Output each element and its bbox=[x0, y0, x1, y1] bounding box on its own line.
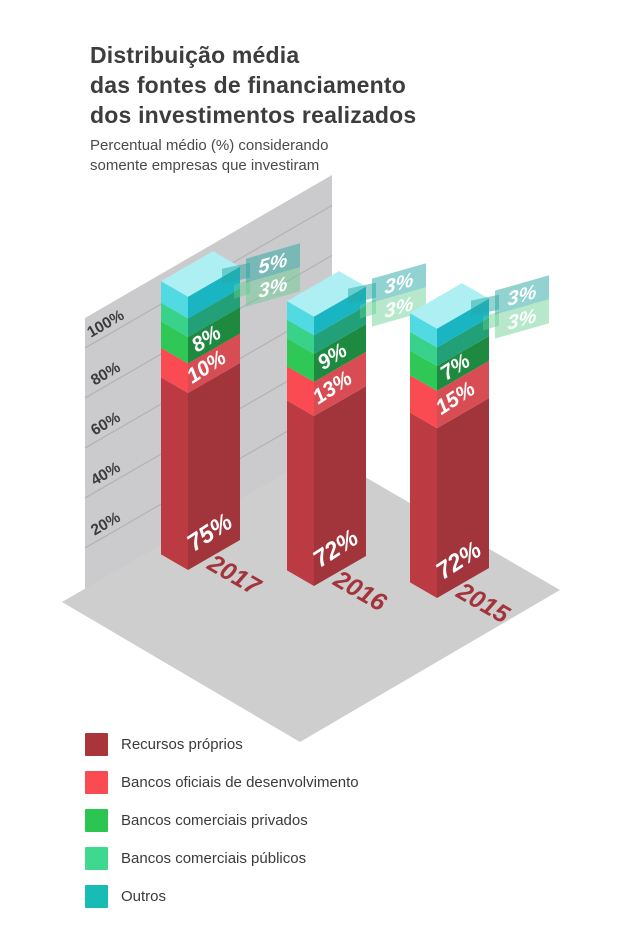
bar-2016-seg-3-left bbox=[287, 319, 314, 354]
legend-item-2: Bancos comerciais privados bbox=[85, 809, 359, 832]
bar-2016-seg-2-right bbox=[314, 323, 366, 382]
legend-swatch-2 bbox=[85, 809, 108, 832]
callout-2015-outros bbox=[495, 275, 549, 315]
bar-2016-seg-3-right bbox=[314, 305, 366, 354]
bar-2017-seg-0-left bbox=[161, 377, 188, 570]
bar-2015-seg-1-right bbox=[437, 360, 489, 429]
callout-2017-outros bbox=[246, 243, 300, 283]
chart-subtitle-line-1: Percentual médio (%) considerando bbox=[90, 137, 329, 154]
bar-2015-seg-3-right bbox=[437, 317, 489, 366]
legend-swatch-3 bbox=[85, 847, 108, 870]
callout-arm2-2017 bbox=[234, 279, 250, 299]
bar-2015-seg-3-left bbox=[410, 331, 437, 366]
legend-item-1: Bancos oficiais de desenvolvimento bbox=[85, 771, 359, 794]
bar-2015-seg-1-left bbox=[410, 375, 437, 429]
bar-2015-seg-0-left bbox=[410, 412, 437, 598]
callout-2015-publicos bbox=[495, 299, 549, 339]
legend-label-4: Outros bbox=[121, 888, 167, 905]
callout-2016-outros bbox=[372, 263, 426, 303]
callout-arm2-2016 bbox=[360, 299, 376, 319]
bar-2017-seg-3-right bbox=[188, 288, 240, 338]
bar-2016-seg-1-left bbox=[287, 366, 314, 417]
bar-2017-top-face bbox=[161, 251, 240, 297]
callout-arm-2015 bbox=[471, 294, 499, 316]
callout-arm-2016 bbox=[348, 282, 376, 304]
callout-2016-publicos bbox=[372, 287, 426, 327]
bar-2015-top-face bbox=[410, 283, 489, 329]
callout-chip-2017: 5%3% bbox=[246, 243, 300, 307]
bar-2016-seg-2-left bbox=[287, 338, 314, 382]
legend-label-1: Bancos oficiais de desenvolvimento bbox=[121, 774, 359, 791]
chart-title-line-2: das fontes de financiamento bbox=[90, 72, 406, 98]
callout-2017-publicos bbox=[246, 267, 300, 307]
bar-2017-seg-3-left bbox=[161, 302, 188, 338]
legend-item-3: Bancos comerciais públicos bbox=[85, 847, 359, 870]
chart-legend: Recursos próprios Bancos oficiais de dese… bbox=[85, 733, 359, 923]
chart-header: Distribuição média das fontes de financi… bbox=[90, 40, 416, 176]
chart-title-line-3: dos investimentos realizados bbox=[90, 102, 417, 128]
bar-2017-seg-4-left bbox=[161, 281, 188, 319]
bar-2015-seg-2-left bbox=[410, 350, 437, 391]
bar-2016-seg-0-left bbox=[287, 400, 314, 586]
bar-2017-seg-1-right bbox=[188, 333, 240, 393]
bar-2016-seg-1-right bbox=[314, 351, 366, 417]
legend-label-3: Bancos comerciais públicos bbox=[121, 850, 307, 867]
legend-swatch-0 bbox=[85, 733, 108, 756]
bar-2017-seg-2-left bbox=[161, 321, 188, 364]
chart-subtitle: Percentual médio (%) considerando soment… bbox=[90, 136, 416, 176]
bar-2016-top-face bbox=[287, 271, 366, 317]
bar-2017-seg-0-right bbox=[188, 362, 240, 570]
legend-swatch-4 bbox=[85, 885, 108, 908]
bar-2015-seg-0-right bbox=[437, 398, 489, 598]
callout-chip-2015: 3%3% bbox=[495, 275, 549, 339]
chart-subtitle-line-2: somente empresas que investiram bbox=[90, 157, 320, 174]
bar-2015-seg-2-right bbox=[437, 335, 489, 391]
legend-swatch-1 bbox=[85, 771, 108, 794]
bar-2016-seg-4-left bbox=[287, 301, 314, 336]
legend-item-0: Recursos próprios bbox=[85, 733, 359, 756]
bar-2015-seg-4-left bbox=[410, 313, 437, 348]
callout-arm-2017 bbox=[222, 262, 250, 284]
callout-chip-2016: 3%3% bbox=[372, 263, 426, 327]
legend-item-4: Outros bbox=[85, 885, 359, 908]
callout-arm2-2015 bbox=[483, 311, 499, 331]
legend-label-2: Bancos comerciais privados bbox=[121, 812, 308, 829]
bar-2016-seg-0-right bbox=[314, 386, 366, 586]
chart-title-line-1: Distribuição média bbox=[90, 42, 300, 68]
bar-2017-seg-1-left bbox=[161, 347, 188, 393]
bar-2017-seg-2-right bbox=[188, 307, 240, 364]
legend-label-0: Recursos próprios bbox=[121, 736, 243, 753]
